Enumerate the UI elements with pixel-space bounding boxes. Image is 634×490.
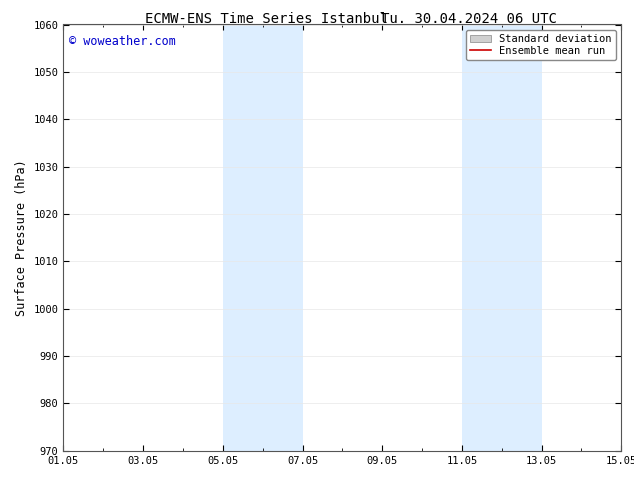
Text: ECMW-ENS Time Series Istanbul: ECMW-ENS Time Series Istanbul [145,12,388,26]
Bar [223,24,302,451]
Legend: Standard deviation, Ensemble mean run: Standard deviation, Ensemble mean run [466,30,616,60]
Text: © woweather.com: © woweather.com [69,35,176,48]
Bar [462,24,541,451]
Y-axis label: Surface Pressure (hPa): Surface Pressure (hPa) [15,159,28,316]
Text: Tu. 30.04.2024 06 UTC: Tu. 30.04.2024 06 UTC [381,12,557,26]
